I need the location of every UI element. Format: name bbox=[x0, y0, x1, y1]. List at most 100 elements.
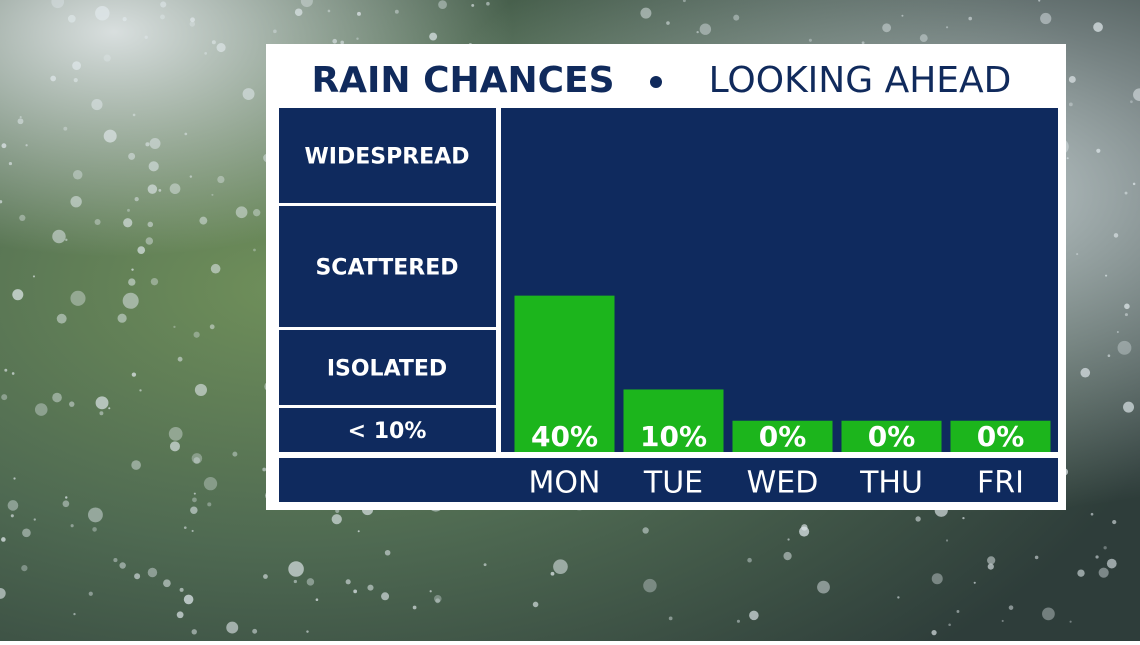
raindrop bbox=[191, 629, 197, 635]
raindrop bbox=[749, 610, 759, 621]
raindrop bbox=[384, 549, 391, 556]
raindrop bbox=[11, 372, 15, 375]
raindrop bbox=[19, 214, 26, 222]
separator-dot bbox=[650, 76, 662, 88]
raindrop bbox=[8, 161, 13, 166]
chart-subtitle: LOOKING AHEAD bbox=[709, 60, 1012, 101]
raindrop bbox=[1001, 619, 1004, 622]
raindrop bbox=[747, 557, 752, 563]
raindrop bbox=[356, 37, 359, 40]
raindrop bbox=[471, 3, 475, 7]
raindrop bbox=[1090, 512, 1094, 516]
raindrop bbox=[169, 441, 180, 452]
raindrop bbox=[139, 389, 142, 392]
raindrop bbox=[132, 113, 136, 117]
level-label: SCATTERED bbox=[315, 256, 458, 281]
level-label: < 10% bbox=[348, 419, 427, 444]
raindrop bbox=[948, 623, 951, 627]
raindrop bbox=[91, 98, 103, 111]
raindrop bbox=[483, 563, 487, 567]
category-row bbox=[279, 458, 1058, 502]
raindrop bbox=[19, 116, 22, 119]
raindrop bbox=[147, 567, 158, 578]
raindrop bbox=[22, 528, 31, 538]
raindrop bbox=[163, 579, 171, 588]
raindrop bbox=[113, 558, 118, 563]
raindrop bbox=[235, 206, 248, 219]
raindrop bbox=[1069, 620, 1072, 623]
raindrop bbox=[191, 529, 194, 533]
raindrop bbox=[1, 394, 8, 401]
raindrop bbox=[973, 581, 976, 584]
raindrop bbox=[131, 372, 137, 377]
raindrop bbox=[134, 573, 141, 580]
raindrop bbox=[94, 218, 101, 225]
raindrop bbox=[357, 530, 360, 533]
raindrop bbox=[1105, 274, 1108, 277]
raindrop bbox=[183, 594, 194, 605]
raindrop bbox=[1107, 354, 1111, 358]
raindrop bbox=[263, 574, 268, 579]
raindrop bbox=[300, 0, 313, 8]
raindrop bbox=[0, 587, 6, 599]
raindrop bbox=[52, 229, 66, 244]
raindrop bbox=[357, 11, 361, 16]
raindrop bbox=[733, 14, 740, 21]
raindrop bbox=[51, 0, 65, 9]
raindrop bbox=[0, 200, 3, 204]
raindrop bbox=[103, 129, 117, 143]
raindrop bbox=[1068, 75, 1076, 83]
raindrop bbox=[1103, 546, 1107, 550]
raindrop bbox=[331, 514, 342, 525]
raindrop bbox=[88, 591, 93, 596]
raindrop bbox=[226, 621, 239, 634]
raindrop bbox=[1096, 148, 1101, 153]
raindrop bbox=[801, 524, 808, 531]
raindrop bbox=[184, 132, 188, 136]
raindrop bbox=[72, 61, 81, 70]
raindrop bbox=[134, 196, 139, 202]
raindrop bbox=[1113, 233, 1119, 238]
raindrop bbox=[52, 392, 62, 403]
bar bbox=[623, 389, 724, 452]
raindrop bbox=[262, 467, 267, 472]
bar bbox=[514, 295, 615, 452]
raindrop bbox=[160, 14, 165, 20]
raindrop bbox=[433, 594, 442, 603]
raindrop bbox=[429, 590, 432, 593]
raindrop bbox=[191, 453, 203, 464]
raindrop bbox=[92, 527, 97, 532]
raindrop bbox=[901, 14, 904, 17]
raindrop bbox=[158, 188, 162, 192]
raindrop bbox=[119, 562, 126, 569]
level-label: ISOLATED bbox=[327, 357, 447, 382]
raindrop bbox=[1117, 340, 1132, 355]
level-box bbox=[279, 330, 496, 405]
raindrop bbox=[817, 580, 830, 594]
raindrop bbox=[25, 144, 28, 147]
raindrop bbox=[21, 564, 28, 572]
raindrop bbox=[1132, 182, 1136, 186]
raindrop bbox=[252, 208, 261, 217]
raindrop bbox=[553, 559, 568, 574]
raindrop bbox=[1124, 303, 1130, 310]
raindrop bbox=[189, 175, 193, 178]
raindrop bbox=[919, 34, 928, 43]
raindrop bbox=[273, 29, 277, 34]
raindrop bbox=[882, 23, 892, 33]
raindrop bbox=[787, 538, 790, 541]
raindrop bbox=[435, 598, 441, 604]
raindrop bbox=[1, 143, 7, 149]
raindrop bbox=[160, 1, 167, 8]
raindrop bbox=[668, 616, 673, 621]
raindrop bbox=[682, 0, 686, 3]
raindrop bbox=[50, 75, 57, 82]
raindrop bbox=[12, 289, 24, 301]
raindrop bbox=[148, 161, 159, 172]
raindrop bbox=[345, 579, 351, 585]
raindrop bbox=[70, 524, 74, 528]
raindrop bbox=[696, 30, 699, 34]
x-tick-label: TUE bbox=[643, 466, 703, 501]
raindrop bbox=[56, 313, 67, 324]
raindrop bbox=[4, 368, 8, 372]
